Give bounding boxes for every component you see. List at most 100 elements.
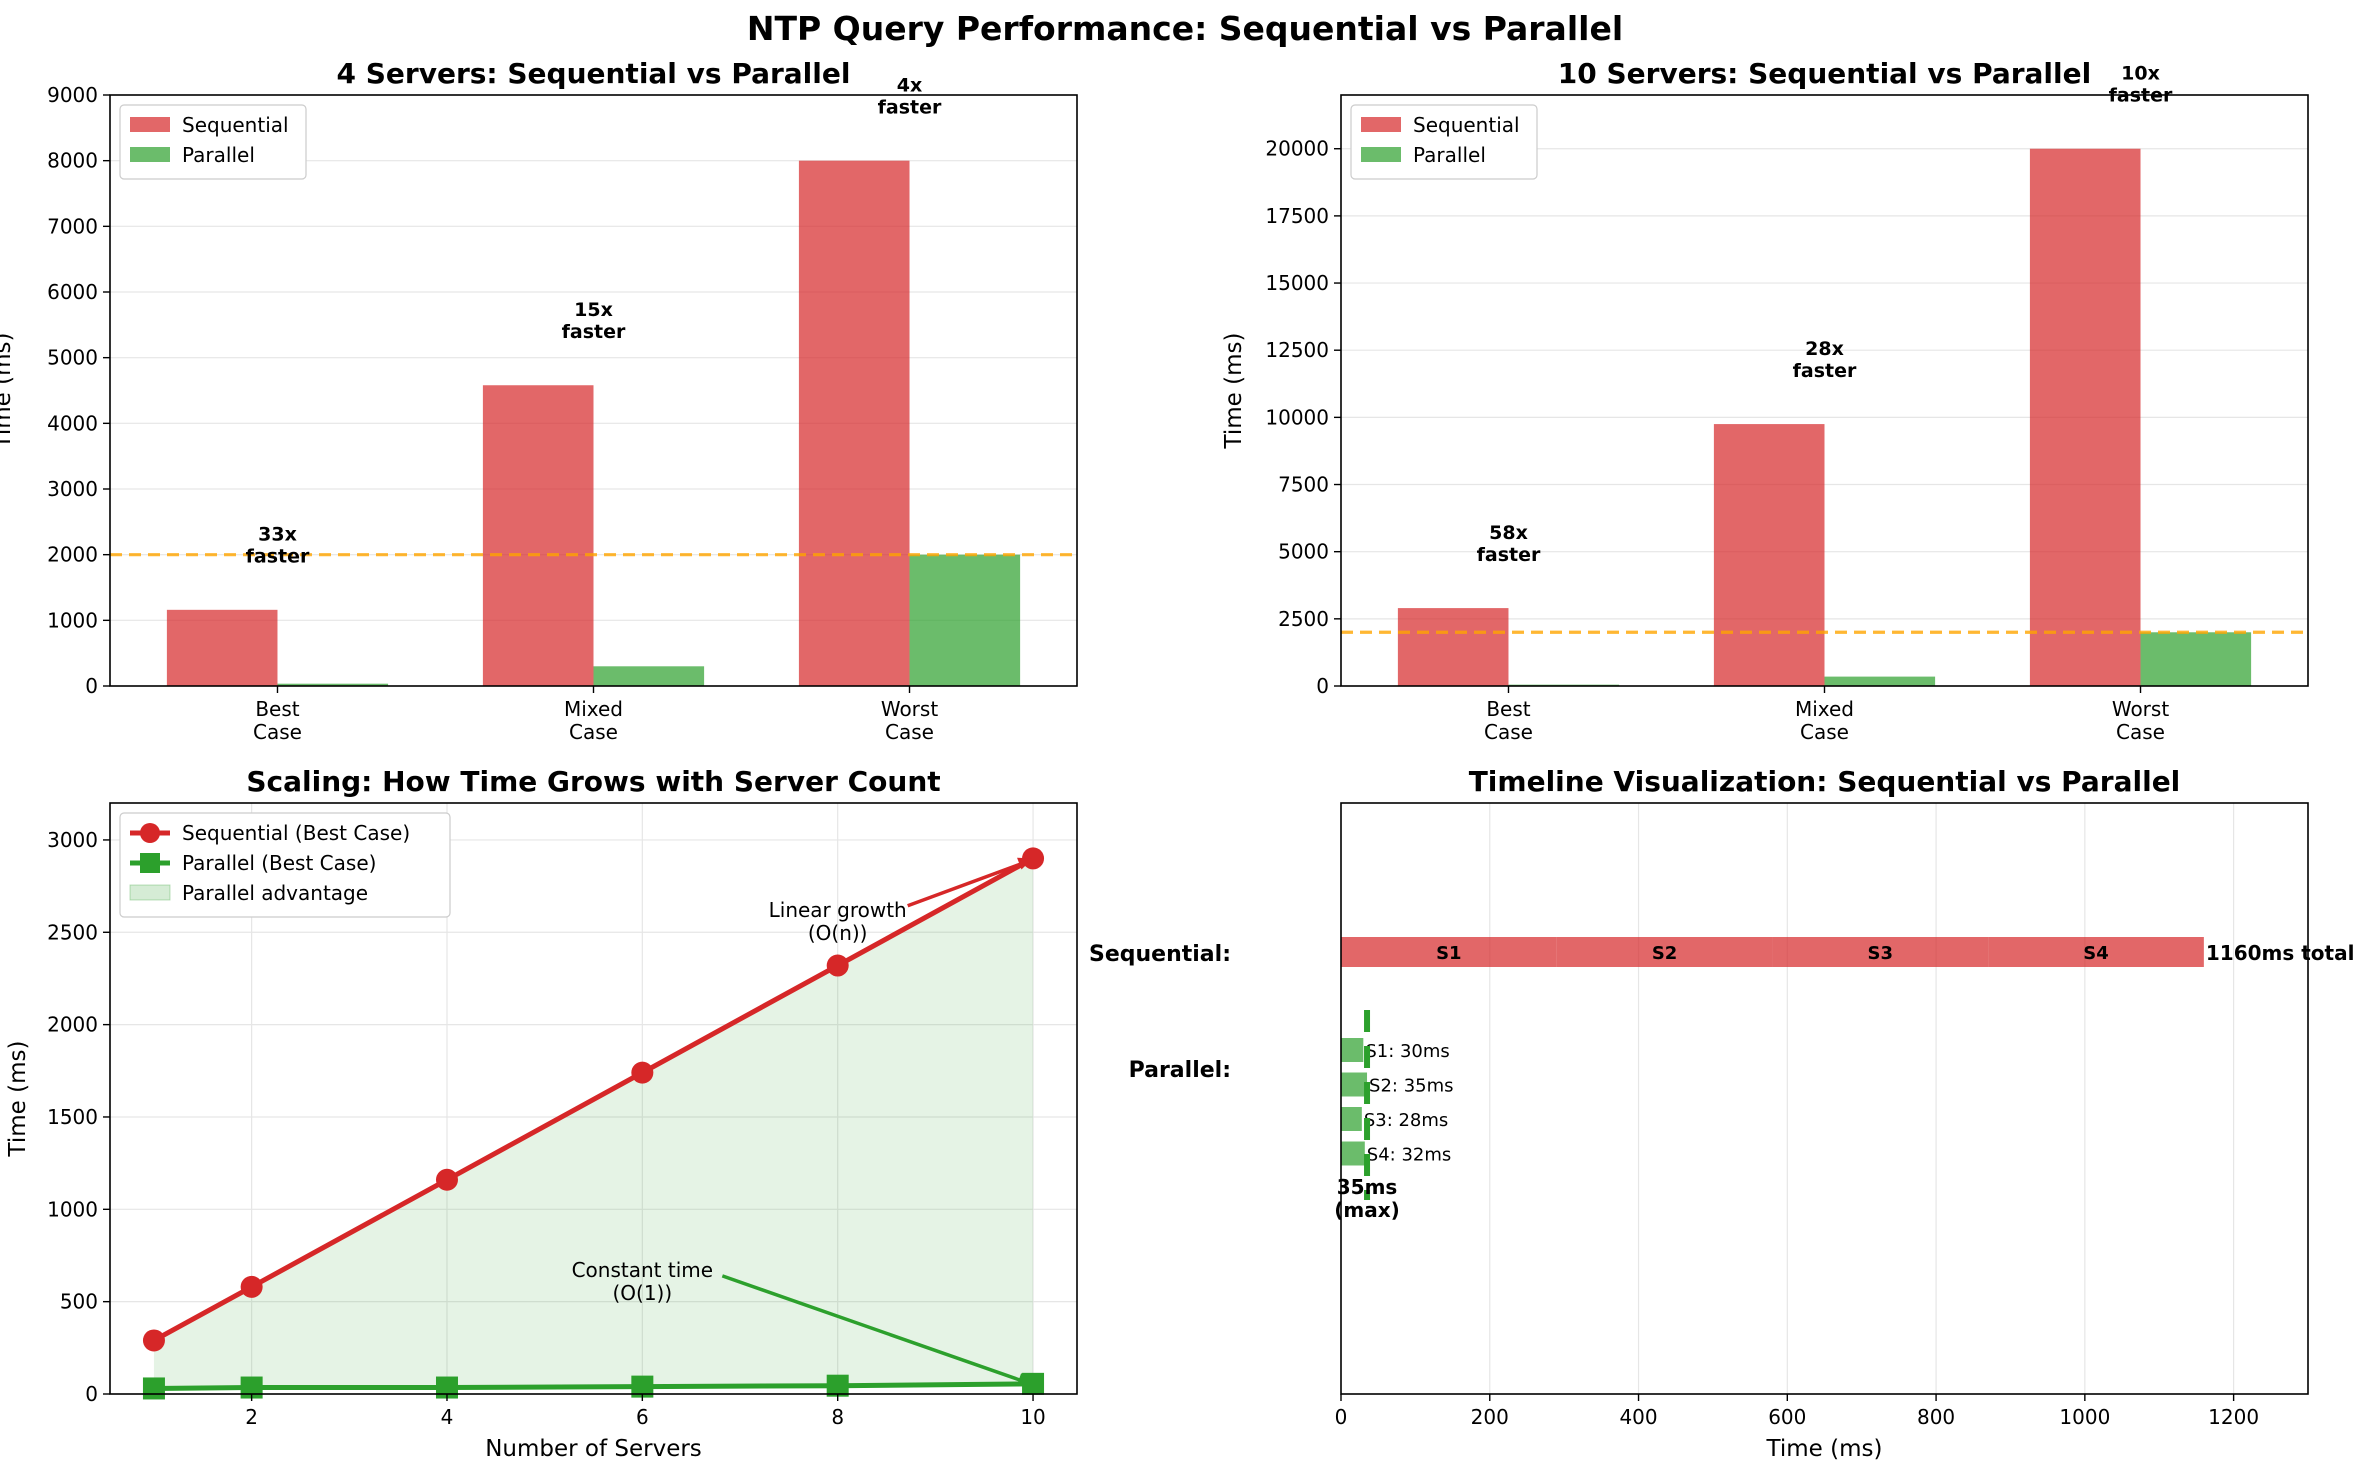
bar-sequential [798, 160, 910, 686]
data-point [142, 1329, 165, 1352]
parallel-bar-label: S4: 32ms [1367, 1145, 1451, 1166]
segment-label: S1 [1436, 943, 1462, 964]
legend-label: Parallel [1413, 143, 1486, 167]
legend-swatch [130, 147, 170, 162]
y-tick-label: 2000 [47, 1013, 98, 1037]
chart-scaling: Linear growth (O(n)) Constant time (O(1)) Sc… [5, 765, 1078, 1462]
parallel-bar [1341, 1038, 1364, 1062]
legend-marker [140, 853, 160, 873]
bar-parallel [593, 666, 705, 686]
x-tick-label: 10 [1020, 1405, 1045, 1429]
y-tick-label: 15000 [1265, 271, 1329, 295]
chart-timeline: S1 S2 S3 S4 1160ms total Sequential: S1: 30ms S… [1089, 765, 2354, 1462]
segment-label: S4 [2083, 943, 2109, 964]
x-tick-label: 600 [1768, 1405, 1806, 1429]
annotation-arrowhead [1017, 1373, 1034, 1385]
y-tick-label: 2500 [1278, 607, 1329, 631]
parallel-bar-label: S3: 28ms [1364, 1110, 1448, 1131]
legend-label: Sequential (Best Case) [182, 821, 410, 845]
parallel-bar [1341, 1072, 1368, 1097]
x-tick-label: 0 [1335, 1405, 1348, 1429]
legend-swatch [1361, 117, 1401, 132]
y-tick-label: 3000 [47, 477, 98, 501]
axes-frame [1340, 802, 2309, 1395]
legend-label: Parallel [182, 143, 255, 167]
row-label-parallel: Parallel: [1129, 1058, 1231, 1083]
y-tick-label: 3000 [47, 828, 98, 852]
legend: Sequential (Best Case) Parallel (Best Cas… [119, 812, 451, 918]
data-point [435, 1168, 458, 1191]
sequential-segment [1556, 937, 1773, 967]
y-tick-label: 2500 [47, 920, 98, 944]
y-axis-label: Time (ms) [5, 1041, 31, 1158]
data-point [826, 954, 849, 977]
x-axis-label: Time (ms) [1766, 1436, 1883, 1462]
chart-title: 4 Servers: Sequential vs Parallel [337, 57, 851, 90]
series-line [152, 856, 1035, 1343]
y-tick-label: 1000 [47, 608, 98, 632]
data-point [631, 1061, 654, 1084]
fill-parallel-advantage [153, 858, 1034, 1389]
x-tick-label: Mixed Case [1795, 697, 1854, 744]
legend-swatch [1361, 147, 1401, 162]
annotation-text: Constant time (O(1)) [572, 1258, 713, 1305]
x-tick-label: Best Case [253, 697, 302, 744]
bar-parallel [909, 554, 1021, 686]
figure-title: NTP Query Performance: Sequential vs Par… [747, 9, 1623, 48]
x-tick-label: 4 [441, 1405, 454, 1429]
sequential-total-label: 1160ms total [2206, 941, 2355, 965]
annotation-arrowhead [1017, 857, 1034, 870]
x-tick-label: 8 [831, 1405, 844, 1429]
y-tick-label: 500 [60, 1290, 98, 1314]
legend-box [119, 812, 451, 918]
bar-sequential [2029, 148, 2141, 686]
parallel-max-label: 35ms (max) [1334, 1175, 1400, 1222]
y-tick-label: 1000 [47, 1197, 98, 1221]
y-tick-label: 9000 [47, 83, 98, 107]
y-tick-label: 10000 [1265, 405, 1329, 429]
y-tick-label: 20000 [1265, 137, 1329, 161]
x-tick-label: 2 [245, 1405, 258, 1429]
bar-parallel [277, 683, 389, 686]
bar-parallel [1824, 676, 1936, 686]
y-tick-label: 1500 [47, 1105, 98, 1129]
data-point [142, 1377, 165, 1400]
row-label-sequential: Sequential: [1089, 942, 1231, 967]
bar-sequential [166, 609, 278, 686]
y-tick-label: 12500 [1265, 338, 1329, 362]
x-tick-label: 1000 [2059, 1405, 2110, 1429]
bar-sequential [482, 385, 594, 686]
axes-frame [109, 802, 1078, 1395]
sequential-segment [1341, 937, 1557, 967]
annotation-text: Linear growth (O(n)) [769, 898, 907, 945]
y-tick-label: 17500 [1265, 204, 1329, 228]
sequential-segment [1988, 937, 2204, 967]
x-tick-label: 200 [1471, 1405, 1509, 1429]
legend-label: Parallel (Best Case) [182, 851, 376, 875]
segment-label: S2 [1652, 943, 1678, 964]
chart-title: 10 Servers: Sequential vs Parallel [1558, 57, 2091, 90]
y-tick-label: 0 [1316, 674, 1329, 698]
sequential-segment [1772, 937, 1989, 967]
x-tick-label: 400 [1619, 1405, 1657, 1429]
parallel-bar [1341, 1141, 1365, 1166]
chart-title: Scaling: How Time Grows with Server Coun… [246, 765, 940, 798]
y-tick-label: 0 [85, 674, 98, 698]
x-tick-label: Worst Case [2112, 697, 2169, 744]
y-tick-label: 4000 [47, 411, 98, 435]
x-tick-label: 6 [636, 1405, 649, 1429]
data-point [240, 1376, 263, 1399]
parallel-bar-label: S2: 35ms [1369, 1076, 1453, 1097]
legend-swatch [129, 884, 171, 901]
x-axis-label: Number of Servers [485, 1436, 702, 1462]
y-tick-label: 7500 [1278, 473, 1329, 497]
y-tick-label: 5000 [47, 346, 98, 370]
x-tick-label: Worst Case [881, 697, 938, 744]
y-tick-label: 2000 [47, 543, 98, 567]
x-tick-label: Mixed Case [564, 697, 623, 744]
y-tick-label: 7000 [47, 214, 98, 238]
series-line [153, 1381, 1034, 1391]
y-tick-label: 5000 [1278, 540, 1329, 564]
x-tick-label: 1200 [2208, 1405, 2259, 1429]
